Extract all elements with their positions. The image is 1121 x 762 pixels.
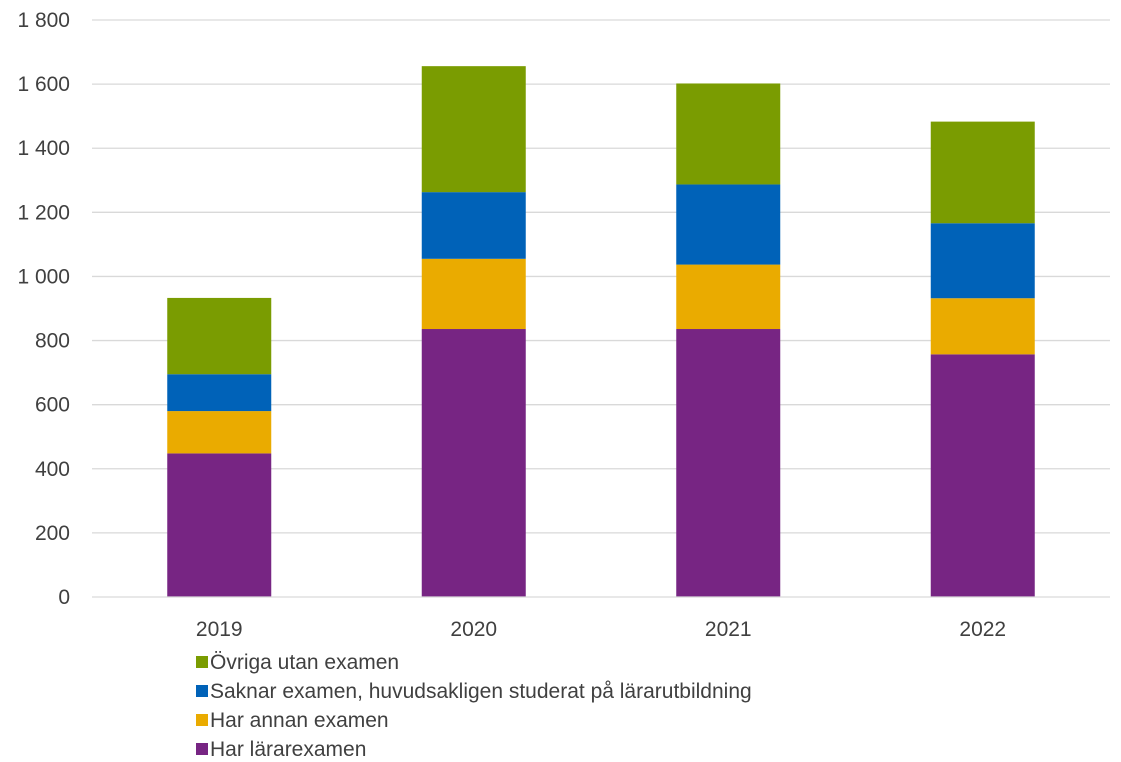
legend-item: Övriga utan examen xyxy=(196,651,399,674)
legend-item: Har lärarexamen xyxy=(196,738,366,761)
y-axis-tick-labels: 0 200 400 600 800 1 000 1 200 1 400 1 600 1 800 xyxy=(17,9,70,609)
bar-segment-2021-s1 xyxy=(676,264,781,330)
y-tick-label: 1 600 xyxy=(17,73,70,96)
bar-segment-2022-s2 xyxy=(930,223,1035,299)
y-tick-label: 1 800 xyxy=(17,9,70,32)
bar-segment-2020-s0 xyxy=(421,329,526,597)
bar-segment-2022-s3 xyxy=(930,121,1035,224)
legend: Övriga utan examen Saknar examen, huvudsa… xyxy=(196,651,752,761)
bar-segment-2019-s1 xyxy=(167,411,272,454)
bar-segment-2022-s0 xyxy=(930,354,1035,597)
bar-segment-2021-s3 xyxy=(676,83,781,185)
y-tick-label: 600 xyxy=(35,394,70,417)
legend-item: Har annan examen xyxy=(196,709,389,732)
bars xyxy=(167,66,1035,597)
bar-segment-2019-s0 xyxy=(167,453,272,597)
x-tick-label: 2020 xyxy=(450,618,497,641)
bar-segment-2019-s3 xyxy=(167,297,272,375)
y-tick-label: 200 xyxy=(35,522,70,545)
bar-segment-2020-s3 xyxy=(421,66,526,193)
legend-label: Har annan examen xyxy=(210,709,389,732)
y-tick-label: 400 xyxy=(35,458,70,481)
legend-item: Saknar examen, huvudsakligen studerat på… xyxy=(196,680,752,703)
bar-segment-2021-s2 xyxy=(676,184,781,265)
legend-label: Har lärarexamen xyxy=(210,738,366,761)
bar-segment-2020-s1 xyxy=(421,258,526,330)
legend-swatch xyxy=(196,743,208,755)
x-tick-label: 2021 xyxy=(705,618,752,641)
legend-swatch xyxy=(196,685,208,697)
bar-segment-2020-s2 xyxy=(421,192,526,259)
bar-segment-2022-s1 xyxy=(930,298,1035,355)
legend-swatch xyxy=(196,656,208,668)
y-tick-label: 1 000 xyxy=(17,265,70,288)
bar-segment-2019-s2 xyxy=(167,374,272,412)
legend-label: Övriga utan examen xyxy=(210,651,399,674)
y-tick-label: 800 xyxy=(35,330,70,353)
x-tick-label: 2019 xyxy=(196,618,243,641)
y-tick-label: 1 200 xyxy=(17,201,70,224)
x-tick-label: 2022 xyxy=(959,618,1006,641)
x-axis-tick-labels: 2019 2020 2021 2022 xyxy=(196,618,1006,641)
y-tick-label: 1 400 xyxy=(17,137,70,160)
legend-label: Saknar examen, huvudsakligen studerat på… xyxy=(210,680,752,703)
y-tick-label: 0 xyxy=(58,586,70,609)
legend-swatch xyxy=(196,714,208,726)
bar-segment-2021-s0 xyxy=(676,329,781,597)
